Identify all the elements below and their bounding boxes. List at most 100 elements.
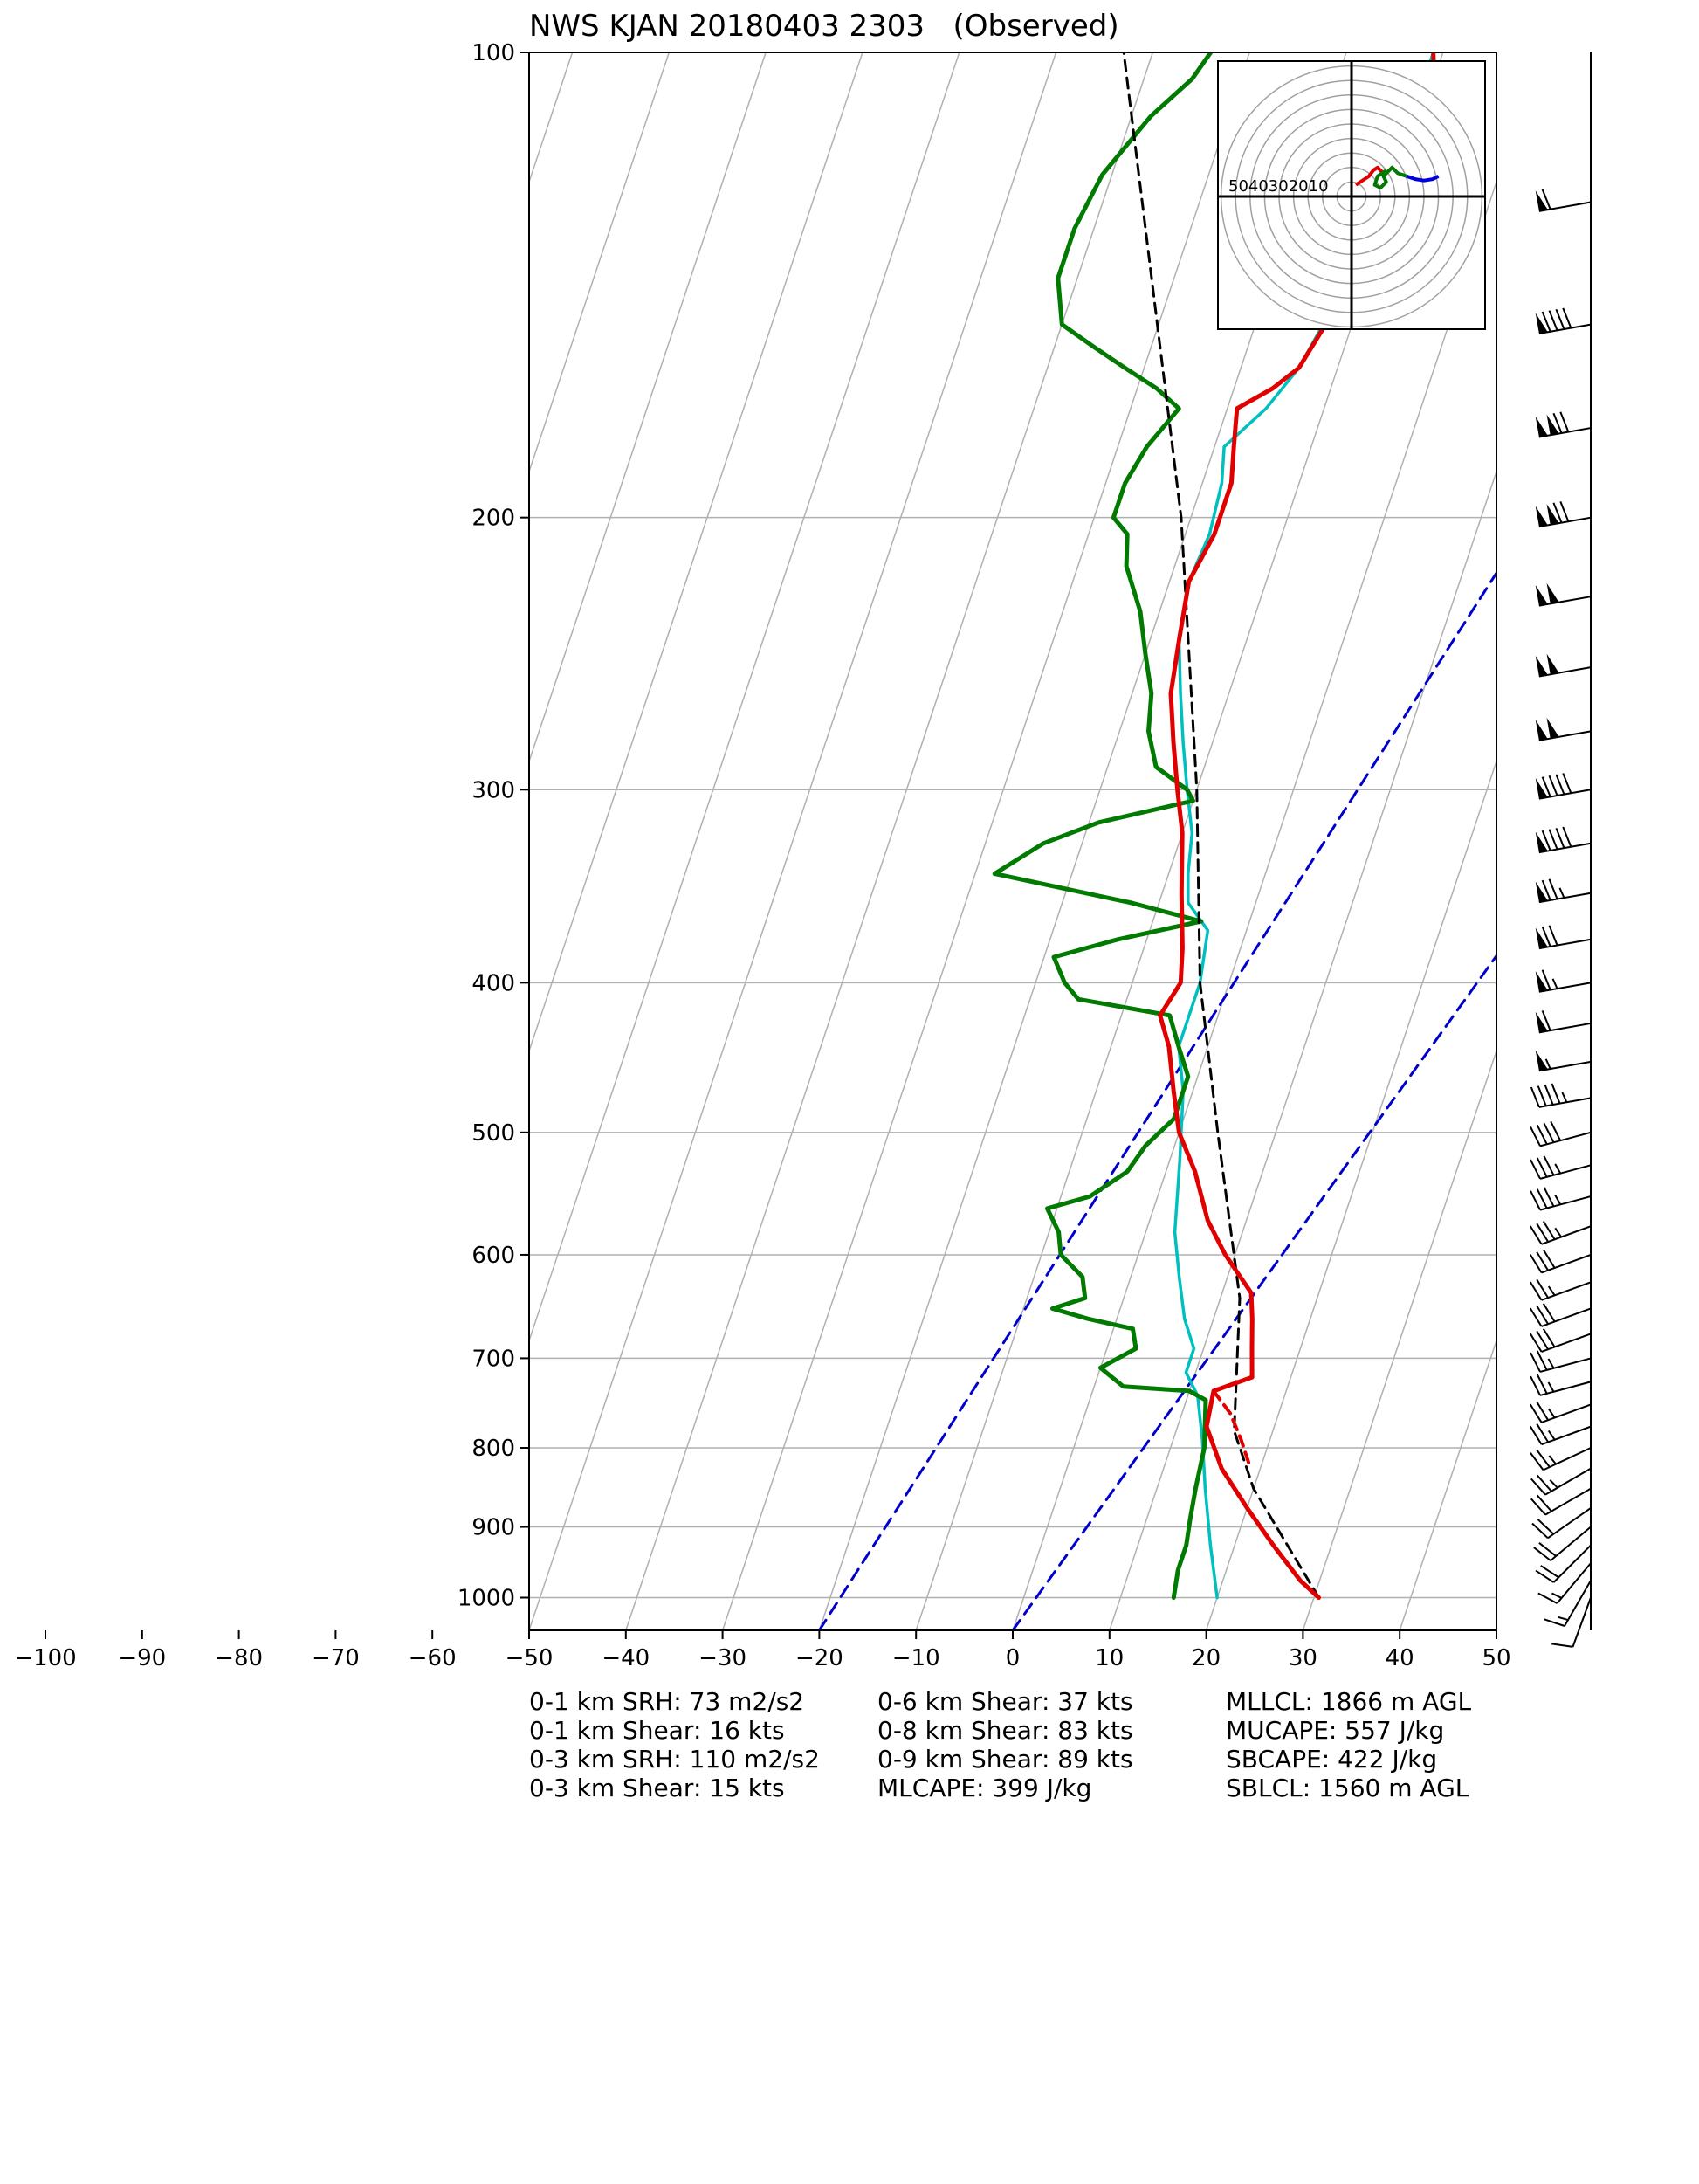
- barb-feather: [1529, 1425, 1543, 1445]
- barb-flag: [1546, 414, 1559, 436]
- wind-barb: [1535, 925, 1592, 950]
- barb-staff: [1538, 730, 1592, 741]
- wind-barb: [1535, 826, 1592, 854]
- barb-staff: [1539, 1381, 1592, 1396]
- barb-feather: [1540, 1565, 1559, 1579]
- stat-0-6km-shear: 0-6 km Shear: 37 kts: [877, 1687, 1133, 1716]
- wind-barb: [1530, 1447, 1592, 1471]
- isotherm-line: [529, 52, 1057, 1630]
- barb-feather: [1542, 1249, 1556, 1269]
- barb-half-feather: [1544, 1058, 1551, 1070]
- plot-grid: [0, 52, 1699, 1630]
- hodograph-trace: [1406, 174, 1440, 183]
- isotherm-line: [1109, 469, 1496, 1630]
- barb-feather: [1562, 307, 1572, 328]
- wind-barb: [1529, 1401, 1592, 1423]
- barb-staff: [1539, 1131, 1592, 1147]
- wind-barb: [1535, 582, 1592, 607]
- isotherm-line: [1593, 52, 1699, 1630]
- wind-barb: [1530, 1083, 1592, 1108]
- wind-barb: [1551, 1597, 1592, 1648]
- pressure-tick-label: 500: [471, 1120, 515, 1147]
- barb-flag: [1535, 1050, 1548, 1071]
- stat-0-3km-srh: 0-3 km SRH: 110 m2/s2: [529, 1745, 820, 1774]
- barb-feather: [1529, 1225, 1543, 1245]
- isotherm-line: [1302, 1049, 1496, 1630]
- wind-barb: [1535, 1009, 1592, 1034]
- wind-barb: [1535, 773, 1592, 800]
- barb-feather: [1542, 1328, 1556, 1348]
- barb-feather: [1548, 878, 1558, 899]
- barb-feather: [1530, 1478, 1546, 1496]
- temperature-tick-label: 30: [1289, 1645, 1317, 1671]
- barb-half-feather: [1551, 1592, 1563, 1599]
- pressure-tick-label: 700: [471, 1346, 515, 1372]
- isotherm-line: [529, 52, 767, 764]
- barb-feather: [1537, 1592, 1558, 1604]
- barb-feather: [1529, 1254, 1543, 1273]
- barb-feather: [1555, 828, 1565, 849]
- stats-column-2: 0-6 km Shear: 37 kts 0-8 km Shear: 83 kt…: [877, 1687, 1133, 1802]
- barb-feather: [1530, 1086, 1540, 1108]
- temperature-tick-label: −40: [602, 1645, 650, 1671]
- dry-adiabats: [817, 570, 1496, 1630]
- barb-half-feather: [1551, 978, 1558, 989]
- barb-feather: [1530, 1375, 1541, 1396]
- barb-feather: [1537, 1085, 1547, 1106]
- barb-staff: [1544, 1467, 1592, 1496]
- barb-feather: [1555, 774, 1565, 796]
- hodograph-body: [1218, 61, 1485, 329]
- barb-feather: [1541, 830, 1551, 851]
- stat-sbcape: SBCAPE: 422 J/kg: [1226, 1745, 1438, 1774]
- barb-flag: [1535, 416, 1548, 437]
- isotherm-line: [0, 52, 89, 1630]
- barb-feather: [1548, 829, 1558, 850]
- wind-barb: [1535, 307, 1592, 334]
- wind-barb: [1530, 1467, 1592, 1496]
- isotherm-line: [0, 52, 185, 1630]
- wind-barb: [1544, 1580, 1592, 1627]
- barb-feather: [1541, 926, 1551, 947]
- barb-half-feather: [1547, 1381, 1555, 1393]
- barb-staff: [1541, 1333, 1592, 1353]
- chart-title: NWS KJAN 20180403 2303 (Observed): [529, 9, 1119, 44]
- isotherm-line: [529, 52, 960, 1343]
- barb-staff: [1541, 1281, 1592, 1301]
- barb-feather: [1550, 1120, 1562, 1141]
- temperature-tick-label: −100: [14, 1645, 76, 1671]
- barb-feather: [1529, 1307, 1543, 1327]
- wind-barb: [1530, 1374, 1592, 1396]
- temperature-tick-label: 20: [1192, 1645, 1221, 1671]
- isotherm-line: [721, 52, 1250, 1630]
- stats-column-1: 0-1 km SRH: 73 m2/s2 0-1 km Shear: 16 kt…: [529, 1687, 820, 1802]
- barb-feather: [1562, 826, 1572, 848]
- barb-feather: [1551, 1643, 1573, 1648]
- wind-barb: [1530, 1350, 1592, 1373]
- barb-feather: [1530, 1352, 1541, 1373]
- wind-barb: [1530, 1487, 1592, 1516]
- barb-staff: [1547, 1507, 1592, 1540]
- barb-feather: [1533, 1547, 1551, 1561]
- barb-staff: [1539, 1357, 1592, 1373]
- temperature-axis: −100 −90 −80 −70 −60 −50 −40 −30 −20 −10 0 10 20 30 40…: [14, 1630, 1511, 1671]
- wind-barb: [1529, 1249, 1592, 1274]
- barb-feather: [1548, 775, 1558, 796]
- barb-feather: [1559, 411, 1570, 432]
- barb-staff: [1539, 1164, 1592, 1180]
- barb-feather: [1535, 1569, 1555, 1583]
- barb-feather: [1530, 1126, 1541, 1147]
- isotherm-line: [0, 52, 476, 1630]
- barb-half-feather: [1547, 1430, 1556, 1441]
- barb-feather: [1542, 1220, 1556, 1240]
- wind-barb: [1537, 1562, 1592, 1604]
- temperature-tick-label: −50: [506, 1645, 554, 1671]
- barb-flag: [1535, 831, 1548, 853]
- wind-barb: [1529, 1423, 1592, 1446]
- barb-staff: [1538, 1022, 1592, 1034]
- barb-feather: [1536, 1401, 1549, 1421]
- stat-mllcl: MLLCL: 1866 m AGL: [1226, 1687, 1472, 1716]
- barb-feather: [1552, 502, 1563, 523]
- dry-adiabat-line: [817, 570, 1496, 1630]
- barb-feather: [1536, 1157, 1548, 1178]
- isotherm-line: [1205, 759, 1496, 1630]
